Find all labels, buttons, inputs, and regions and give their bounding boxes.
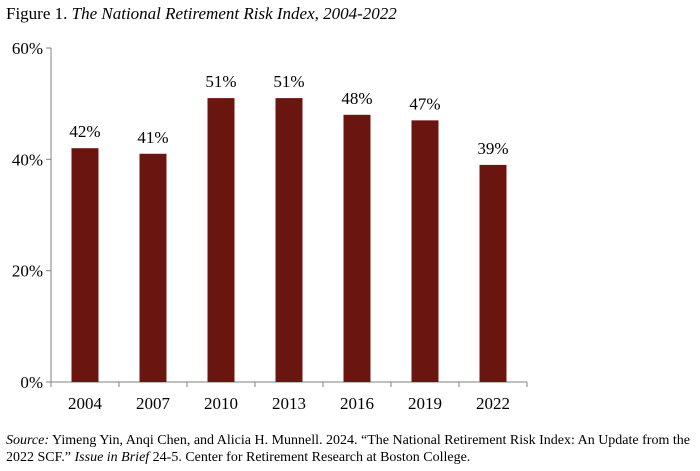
bar-2016: [343, 114, 371, 383]
bar-2013: [275, 98, 303, 382]
x-tick-label-2007: 2007: [136, 394, 171, 413]
figure-title: Figure 1. The National Retirement Risk I…: [6, 4, 397, 24]
source-label: Source:: [6, 433, 50, 448]
data-label-2010: 51%: [205, 72, 236, 91]
bar-2022: [479, 164, 507, 382]
data-label-2022: 39%: [477, 139, 508, 158]
bar-2007: [139, 153, 167, 382]
x-tick-label-2022: 2022: [476, 394, 510, 413]
source-text-2: 24-5. Center for Retirement Research at …: [149, 450, 471, 465]
data-label-2007: 41%: [137, 128, 168, 147]
data-label-2013: 51%: [273, 72, 304, 91]
data-label-2016: 48%: [341, 89, 372, 108]
bar-2010: [207, 98, 235, 382]
bar-2004: [71, 148, 99, 382]
bar-chart: 0% 20% 40% 60% 42% 2004 41% 2007 51% 2010 51% 2013 4…: [12, 39, 528, 413]
figure-label: Figure 1.: [6, 4, 68, 23]
x-tick-label-2004: 2004: [68, 394, 103, 413]
source-text-1: Yimeng Yin, Anqi Chen, and Alicia H. Mun…: [6, 433, 690, 465]
x-tick-label-2013: 2013: [272, 394, 306, 413]
y-tick-label: 40%: [12, 150, 43, 169]
source-note: Source: Yimeng Yin, Anqi Chen, and Alici…: [6, 432, 696, 466]
x-tick-label-2010: 2010: [204, 394, 238, 413]
y-tick-label: 60%: [12, 39, 43, 58]
figure-title-text: The National Retirement Risk Index, 2004…: [71, 4, 397, 23]
x-tick-label-2016: 2016: [340, 394, 374, 413]
bar-2019: [411, 120, 439, 382]
data-label-2004: 42%: [69, 122, 100, 141]
y-tick-label: 20%: [12, 262, 43, 281]
y-tick-label: 0%: [20, 373, 43, 392]
data-label-2019: 47%: [409, 94, 440, 113]
x-tick-label-2019: 2019: [408, 394, 442, 413]
source-publication: Issue in Brief: [74, 450, 150, 465]
